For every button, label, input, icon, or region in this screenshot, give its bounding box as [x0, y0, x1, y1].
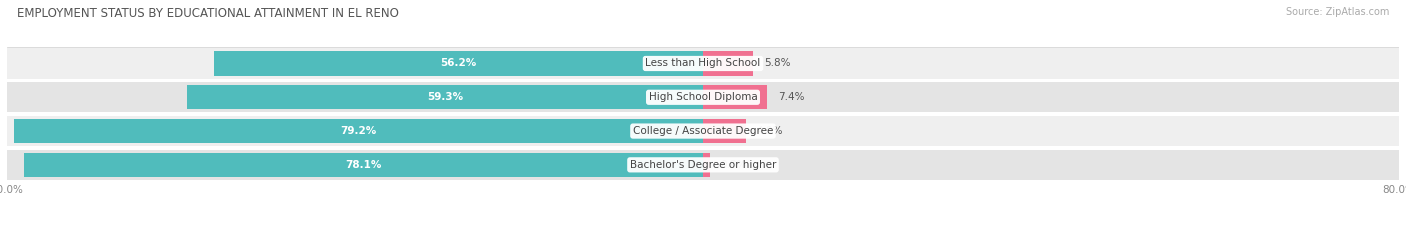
Bar — [7, 116, 1399, 146]
Text: 59.3%: 59.3% — [427, 92, 463, 102]
Bar — [703, 85, 768, 110]
Text: 4.9%: 4.9% — [756, 126, 783, 136]
Text: EMPLOYMENT STATUS BY EDUCATIONAL ATTAINMENT IN EL RENO: EMPLOYMENT STATUS BY EDUCATIONAL ATTAINM… — [17, 7, 399, 20]
Text: College / Associate Degree: College / Associate Degree — [633, 126, 773, 136]
Text: 5.8%: 5.8% — [763, 58, 790, 69]
Text: High School Diploma: High School Diploma — [648, 92, 758, 102]
Text: 78.1%: 78.1% — [344, 160, 381, 170]
Bar — [187, 85, 703, 110]
Bar — [703, 153, 710, 177]
Text: Less than High School: Less than High School — [645, 58, 761, 69]
Text: Source: ZipAtlas.com: Source: ZipAtlas.com — [1285, 7, 1389, 17]
Bar — [7, 48, 1399, 79]
Bar — [7, 82, 1399, 113]
Bar — [24, 153, 703, 177]
Text: 56.2%: 56.2% — [440, 58, 477, 69]
Bar — [703, 51, 754, 76]
Bar — [14, 119, 703, 143]
Text: 7.4%: 7.4% — [778, 92, 804, 102]
Text: 79.2%: 79.2% — [340, 126, 377, 136]
Text: Bachelor's Degree or higher: Bachelor's Degree or higher — [630, 160, 776, 170]
Bar — [703, 119, 745, 143]
Bar — [214, 51, 703, 76]
Text: 0.8%: 0.8% — [720, 160, 747, 170]
Bar — [7, 150, 1399, 180]
